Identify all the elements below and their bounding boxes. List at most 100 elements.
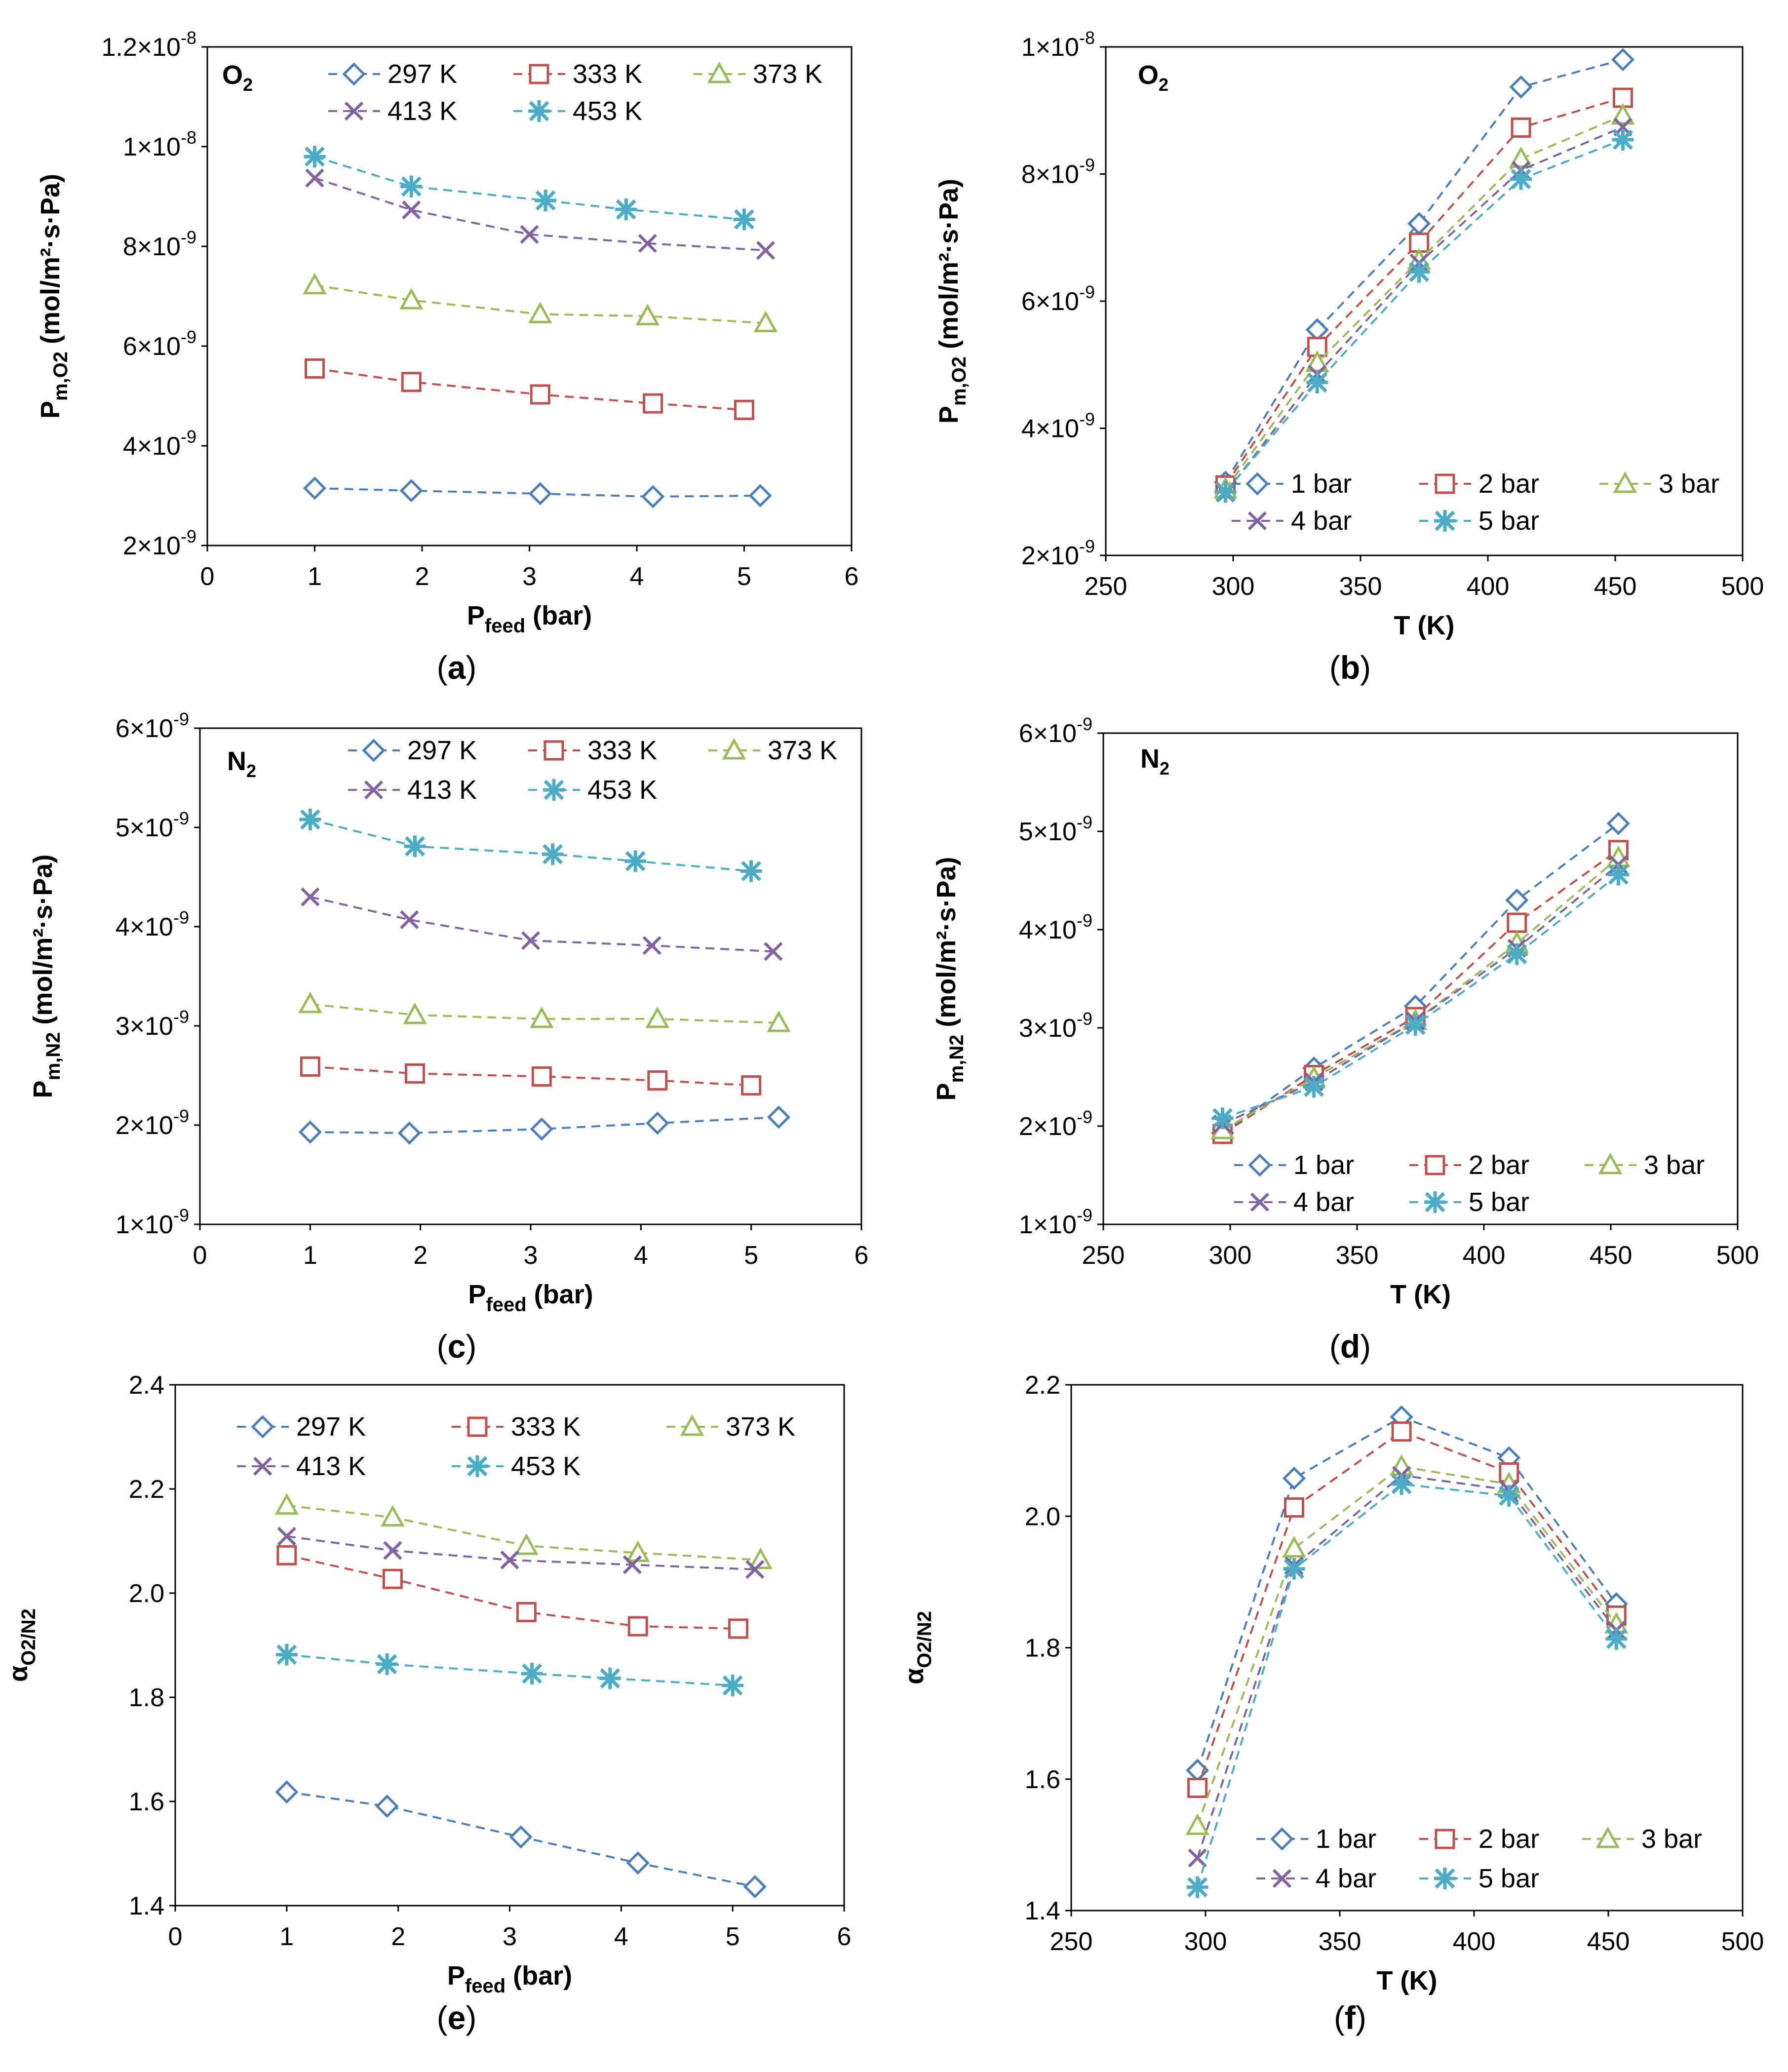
data-point-marker: [734, 399, 754, 420]
data-point-marker: [743, 1875, 767, 1899]
data-point-marker: [521, 931, 541, 950]
x-tick-label: 6: [837, 1922, 852, 1951]
y-tick-label: 3×10-9: [116, 1007, 189, 1041]
y-tick-label: 5×10-9: [1019, 812, 1092, 846]
y-tick-label: 1.4: [1025, 1897, 1060, 1925]
legend: 1 bar 2 bar 3 bar 4 bar 5 bar: [1256, 1824, 1702, 1893]
data-point-marker: [277, 1526, 296, 1546]
x-tick-label: 250: [1082, 1241, 1125, 1270]
x-tick-label: 1: [303, 1241, 317, 1270]
y-tick-label: 2.0: [129, 1579, 164, 1608]
data-point-marker: [740, 860, 762, 882]
data-point-marker: [624, 850, 647, 872]
data-point-marker: [627, 1616, 648, 1637]
x-tick-label: 4: [634, 1241, 648, 1270]
legend-marker: [1434, 1868, 1456, 1889]
series-1-bar: [1211, 812, 1630, 1145]
legend: 297 K 333 K 373 K 413 K 453 K: [237, 1412, 795, 1481]
data-point-marker: [298, 1120, 322, 1144]
data-point-marker: [305, 168, 324, 188]
legend-label: 453 K: [573, 96, 642, 126]
data-point-marker: [400, 175, 423, 197]
data-point-marker: [535, 190, 557, 212]
series-line: [1224, 58, 1624, 483]
series-line: [1222, 857, 1619, 1131]
x-tick-label: 2: [391, 1922, 405, 1951]
x-tick-label: 3: [503, 1922, 517, 1951]
data-point-marker: [764, 942, 783, 961]
data-point-marker: [753, 311, 778, 333]
legend-label: 1 bar: [1293, 1150, 1354, 1180]
data-point-marker: [530, 384, 550, 405]
data-point-marker: [399, 287, 424, 310]
series-373-k: [274, 1493, 773, 1569]
data-point-marker: [405, 1063, 425, 1084]
data-point-marker: [643, 393, 663, 414]
series-line: [310, 1003, 779, 1024]
legend: 297 K 333 K 373 K 413 K 453 K: [328, 59, 822, 126]
legend-label: 1 bar: [1291, 469, 1352, 499]
x-axis-label: Pfeed (bar): [468, 1280, 593, 1316]
y-axis-label: αO2/N2: [899, 1611, 935, 1684]
data-point-marker: [381, 1505, 405, 1527]
y-tick-label: 1.8: [129, 1683, 164, 1712]
data-point-marker: [1611, 103, 1635, 125]
legend-label: 373 K: [753, 59, 822, 89]
data-point-marker: [722, 1675, 744, 1697]
legend-label: 333 K: [511, 1412, 581, 1442]
chart-panel-e: 0 1 2 3 4 5 6 1.4 1.6 1.8 2.0 2.2 2.4 Pfeed (bar) αO2/…: [3, 1371, 851, 2036]
data-point-marker: [303, 273, 327, 295]
series-297-k: [275, 1780, 767, 1899]
legend-marker: [722, 738, 746, 760]
data-point-marker: [728, 1618, 748, 1639]
data-point-marker: [748, 1547, 773, 1569]
data-point-marker: [1612, 128, 1634, 151]
legend-label: 413 K: [407, 775, 477, 805]
data-point-marker: [1305, 318, 1329, 342]
y-tick-label: 4×10-9: [123, 427, 196, 461]
legend-label: 297 K: [407, 736, 477, 765]
legend-marker: [1272, 1869, 1292, 1888]
legend-label: 2 bar: [1478, 1824, 1539, 1854]
legend-marker: [344, 101, 364, 121]
y-axis-label: Pm,O2 (mol/m²·s·Pa): [934, 179, 970, 424]
panel-label: (a): [437, 649, 477, 686]
data-point-marker: [767, 1010, 791, 1032]
x-axis-label: Pfeed (bar): [467, 601, 592, 637]
data-point-marker: [382, 1568, 403, 1589]
chart-panel-a: 0 1 2 3 4 5 6 2×10-9 4×10-9 6×10-9 8×10-9 1×10-8 1.2…: [36, 28, 858, 686]
data-point-marker: [1389, 1454, 1414, 1476]
series-4-bar: [1213, 855, 1628, 1134]
legend-marker: [1613, 471, 1637, 493]
chart-panel-f: 250 300 350 400 450 500 1.4 1.6 1.8 2.0 2.2 T (K) αO…: [899, 1371, 1764, 2036]
data-point-marker: [626, 1851, 650, 1875]
y-tick-label: 1×10-9: [1019, 1205, 1092, 1239]
legend-label: 373 K: [726, 1412, 795, 1442]
x-tick-label: 300: [1212, 572, 1255, 601]
data-point-marker: [1303, 1076, 1325, 1098]
data-point-marker: [1391, 1473, 1413, 1495]
panel-label: (e): [437, 1999, 477, 2036]
y-tick-label: 6×10-9: [116, 709, 189, 743]
plot-frame: [1102, 732, 1739, 1225]
y-tick-label: 1×10-9: [116, 1205, 189, 1239]
legend-label: 4 bar: [1293, 1187, 1354, 1217]
data-point-marker: [303, 476, 327, 500]
legend-label: 2 bar: [1469, 1150, 1529, 1180]
series-413-k: [301, 887, 783, 961]
legend-marker: [680, 1414, 704, 1436]
gas-label: N2: [1140, 744, 1169, 779]
series-5-bar: [1214, 128, 1634, 503]
x-axis-label: T (K): [1377, 1966, 1438, 1995]
y-tick-label: 3×10-9: [1019, 1009, 1092, 1043]
data-point-marker: [542, 843, 564, 865]
data-point-marker: [375, 1795, 399, 1818]
legend-label: 333 K: [587, 736, 657, 765]
series-453-k: [304, 146, 755, 231]
legend-marker: [251, 1415, 274, 1439]
data-point-marker: [1282, 1536, 1306, 1558]
legend-marker: [543, 779, 565, 801]
x-axis-label: T (K): [1394, 611, 1455, 640]
data-point-marker: [622, 1555, 642, 1574]
